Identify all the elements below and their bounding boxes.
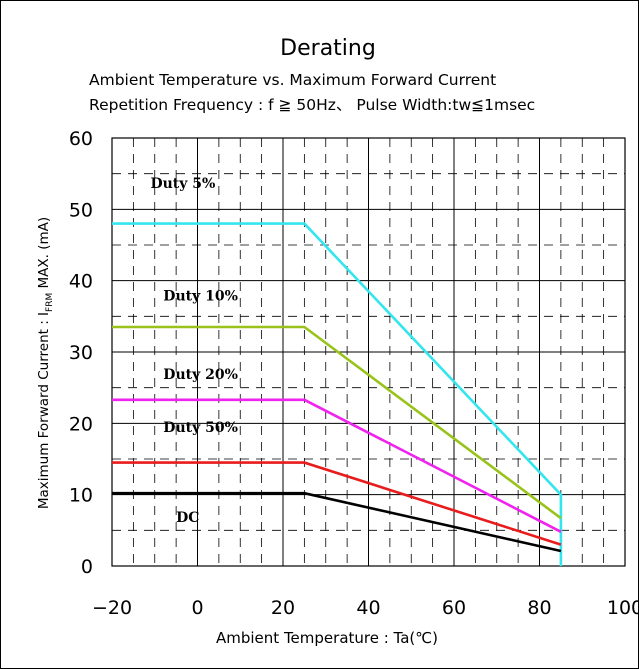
x-tick-label: 40 [356, 597, 380, 619]
y-tick-label: 20 [69, 413, 93, 435]
series-label-duty-50: Duty 50% [163, 420, 238, 436]
x-tick-label: 100 [607, 597, 639, 619]
series-line-duty-10 [112, 325, 562, 520]
y-tick-label: 40 [69, 271, 93, 293]
series-label-dc: DC [176, 510, 199, 526]
series-lines [112, 222, 563, 566]
y-tick-label: 10 [69, 485, 93, 507]
chart-subtitle-line-1: Ambient Temperature vs. Maximum Forward … [89, 71, 496, 89]
grid [112, 138, 625, 566]
x-tick-label: 60 [442, 597, 466, 619]
plot-area-border [111, 137, 626, 567]
y-axis-label: Maximum Forward Current : IFRM MAX. (mA) [36, 217, 55, 509]
chart-subtitle-line-2: Repetition Frequency : f ≧ 50Hz、 Pulse W… [89, 96, 535, 114]
series-line-duty-50 [112, 461, 562, 546]
x-tick-label: 80 [527, 597, 551, 619]
series-label-duty-5: Duty 5% [150, 176, 215, 192]
x-tick-labels: −20 0 20 40 60 80 100 [92, 597, 639, 619]
y-axis-label-subscript: FRM [45, 293, 55, 312]
y-axis-label-suffix: MAX. (mA) [36, 217, 52, 293]
series-label-duty-10: Duty 10% [163, 289, 238, 305]
x-tick-label: −20 [92, 597, 132, 619]
y-tick-label: 60 [69, 128, 93, 150]
series-line-duty-20 [112, 398, 562, 533]
y-tick-label: 50 [69, 199, 93, 221]
y-tick-labels: 0 10 20 30 40 50 60 [69, 128, 93, 578]
y-axis-label-prefix: Maximum Forward Current : I [36, 312, 52, 509]
series-line-dc [112, 491, 562, 553]
x-axis-label: Ambient Temperature : Ta(℃) [216, 629, 438, 647]
x-tick-label: 20 [271, 597, 295, 619]
series-label-duty-20: Duty 20% [163, 367, 238, 383]
x-tick-label: 0 [191, 597, 203, 619]
series-labels: Duty 5% Duty 10% Duty 20% Duty 50% DC [150, 176, 237, 526]
y-tick-label: 30 [69, 342, 93, 364]
chart-title: Derating [280, 36, 376, 61]
y-tick-label: 0 [81, 556, 93, 578]
